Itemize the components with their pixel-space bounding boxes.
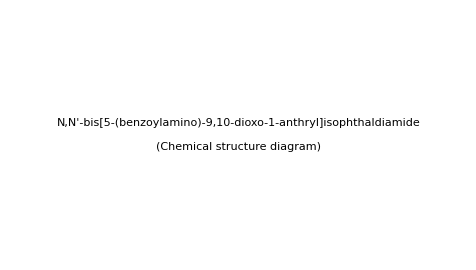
Text: N,N'-bis[5-(benzoylamino)-9,10-dioxo-1-anthryl]isophthaldiamide

(Chemical struc: N,N'-bis[5-(benzoylamino)-9,10-dioxo-1-a…: [57, 119, 419, 151]
